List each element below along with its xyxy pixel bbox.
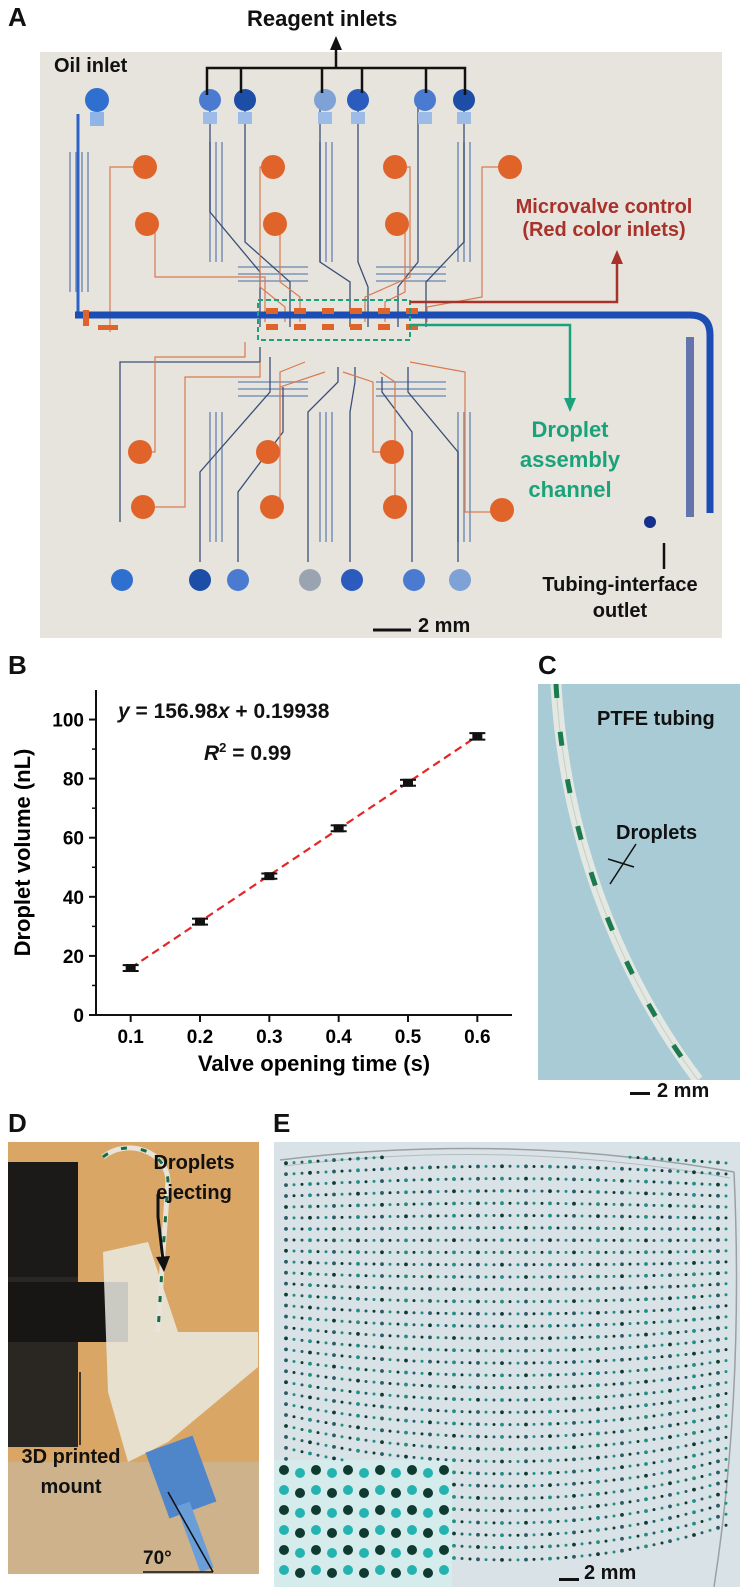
x-tick-label: 0.4: [325, 1027, 352, 1048]
fit-line: [130, 735, 478, 969]
x-axis-label: Valve opening time (s): [198, 1051, 430, 1076]
microfluidic-chip-drawing: [69, 88, 714, 591]
data-point: [195, 917, 205, 926]
panel-e-scale-label: 2 mm: [584, 1562, 637, 1584]
panel-c-scale-bar: [630, 1092, 650, 1095]
y-tick-label: 20: [63, 947, 84, 968]
x-tick-label: 0.2: [187, 1027, 213, 1048]
panel-e-letter: E: [273, 1108, 291, 1138]
angle-label: 70°: [143, 1548, 172, 1569]
chip-photo: [40, 52, 722, 638]
panel-a-scale-label: 2 mm: [418, 615, 471, 637]
panel-a-letter: A: [8, 2, 27, 32]
equation-slope: = 156.98: [129, 700, 218, 723]
3d-printed-mount-label: 3D printed mount: [21, 1446, 121, 1498]
panel-e-scale-bar: [559, 1578, 579, 1581]
y-tick-label: 0: [73, 1006, 84, 1027]
ptfe-tubing-drawing: [550, 684, 703, 1080]
droplet-dots: [279, 1155, 728, 1578]
equation-intercept: + 0.19938: [229, 700, 330, 723]
data-point: [125, 964, 136, 973]
data-point: [333, 824, 344, 833]
tubing-interface-outlet-label: Tubing-interface outlet: [542, 574, 698, 622]
equation-x: x: [217, 700, 230, 723]
oil-inlet-label: Oil inlet: [54, 55, 128, 77]
panel-b-letter: B: [8, 650, 27, 680]
x-tick-label: 0.5: [395, 1027, 422, 1048]
print-setup-drawing: [8, 1142, 259, 1574]
droplet-array-photo: [274, 1142, 740, 1587]
r-squared-label: R2 = 0.99: [204, 740, 291, 766]
r2-sup: 2: [219, 740, 227, 755]
data-point: [472, 732, 483, 741]
eject-arrow: [156, 1194, 170, 1272]
fit-equation: y = 156.98x + 0.19938: [118, 700, 329, 724]
ptfe-tubing-label: PTFE tubing: [597, 708, 715, 730]
x-tick-label: 0.6: [464, 1027, 490, 1048]
y-tick-label: 40: [63, 888, 84, 909]
panel-c-letter: C: [538, 650, 557, 680]
r2-r: R: [204, 742, 220, 765]
droplet-array-drawing: [274, 1147, 738, 1587]
printer-photo: [8, 1142, 259, 1574]
tubing-photo: [538, 684, 740, 1080]
equation-y: y: [118, 700, 130, 723]
data-point: [264, 872, 275, 881]
panel-a-annotation-lines: [205, 36, 666, 632]
reagent-inlets-label: Reagent inlets: [247, 6, 398, 31]
r2-value: = 0.99: [226, 742, 292, 765]
y-tick-label: 100: [52, 711, 84, 732]
droplets-label: Droplets: [616, 822, 698, 844]
panel-c-scale-label: 2 mm: [657, 1080, 710, 1102]
panel-d-letter: D: [8, 1108, 27, 1138]
droplets-ejecting-label: Droplets ejecting: [153, 1152, 235, 1204]
microvalve-control-label: Microvalve control (Red color inlets): [515, 196, 693, 241]
x-tick-label: 0.3: [256, 1027, 282, 1048]
droplet-assembly-channel-label: Droplet assembly channel: [519, 417, 621, 502]
x-tick-label: 0.1: [117, 1027, 144, 1048]
data-point: [403, 778, 413, 787]
y-tick-label: 60: [63, 829, 84, 850]
chart-b-canvas: 0 20 40 60 80 100 0.1 0.2 0.3 0.4 0.5 0.6 Valve open…: [10, 690, 512, 1076]
y-axis-label: Droplet volume (nL): [10, 749, 35, 957]
y-tick-label: 80: [63, 770, 84, 791]
